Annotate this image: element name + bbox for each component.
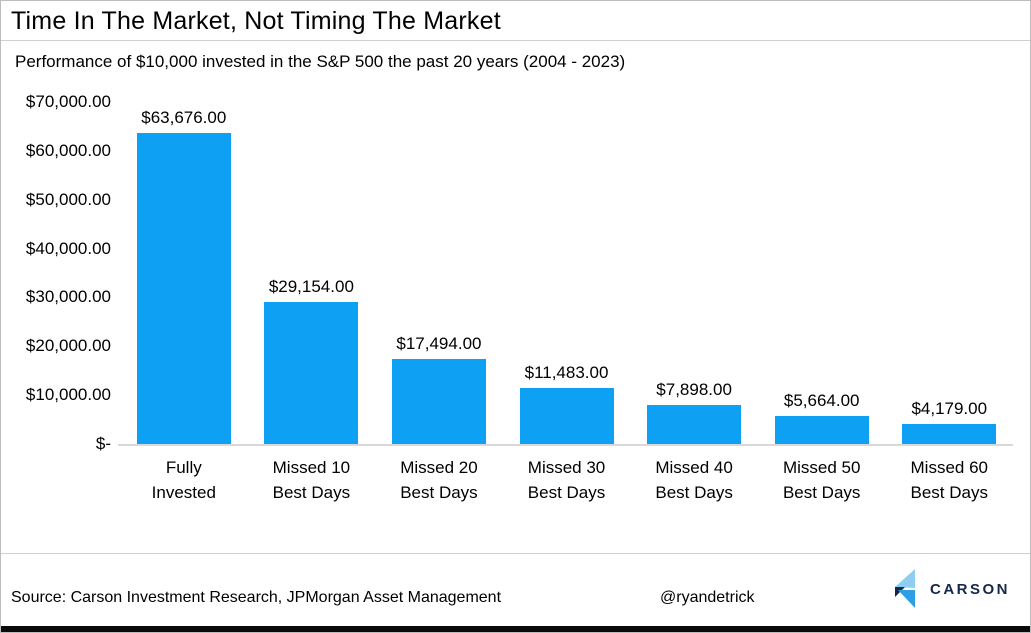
bar-value-label: $29,154.00 xyxy=(268,276,354,296)
footer-separator xyxy=(1,553,1030,554)
x-category-label: Missed 50 Best Days xyxy=(782,458,861,502)
chart-title: Time In The Market, Not Timing The Marke… xyxy=(11,7,501,35)
bar xyxy=(647,405,742,444)
carson-logo: CARSON xyxy=(892,569,1010,609)
bar xyxy=(774,416,869,444)
x-category-label: Missed 60 Best Days xyxy=(910,458,988,502)
bar-column: $4,179.00 xyxy=(885,102,1013,444)
y-tick-label: $30,000.00 xyxy=(25,287,111,307)
bar xyxy=(902,423,997,444)
x-category-label: Missed 30 Best Days xyxy=(527,458,606,502)
bottom-strip xyxy=(1,626,1030,632)
bar xyxy=(136,132,231,444)
bar xyxy=(519,387,614,444)
y-tick-label: $50,000.00 xyxy=(25,189,111,209)
x-axis-labels: Fully Invested Missed 10 Best Days Missed … xyxy=(120,455,1013,505)
credit-handle: @ryandetrick xyxy=(660,589,755,606)
carson-logo-text: CARSON xyxy=(929,580,1010,598)
bar xyxy=(391,358,486,444)
source-text: Source: Carson Investment Research, JPMo… xyxy=(11,589,502,606)
bar-value-label: $17,494.00 xyxy=(396,333,482,353)
x-category-label: Missed 10 Best Days xyxy=(272,458,351,502)
x-category-label: Fully Invested xyxy=(151,458,216,502)
y-tick-label: $40,000.00 xyxy=(25,238,111,258)
bar-value-label: $11,483.00 xyxy=(524,362,609,382)
bar-column: $17,494.00 xyxy=(375,102,503,444)
bar-column: $29,154.00 xyxy=(248,102,376,444)
bar xyxy=(264,301,359,444)
x-axis-line xyxy=(118,444,1013,446)
x-category-label: Missed 20 Best Days xyxy=(400,458,478,502)
plot-area: $63,676.00 $29,154.00 $17,494.00 $11,483.00… xyxy=(120,102,1013,444)
y-tick-label: $60,000.00 xyxy=(25,140,111,160)
y-tick-label: $70,000.00 xyxy=(25,92,111,111)
bar-column: $5,664.00 xyxy=(758,102,886,444)
bar-column: $63,676.00 xyxy=(120,102,248,444)
title-separator xyxy=(1,40,1030,41)
bar-value-label: $7,898.00 xyxy=(656,380,732,400)
bar-column: $7,898.00 xyxy=(630,102,758,444)
bar-value-label: $4,179.00 xyxy=(911,398,988,418)
y-tick-label: $10,000.00 xyxy=(25,385,111,405)
bar-value-label: $5,664.00 xyxy=(783,391,860,411)
bar-value-label: $63,676.00 xyxy=(141,107,227,127)
y-tick-label: $- xyxy=(95,434,111,453)
bar-column: $11,483.00 xyxy=(503,102,631,444)
y-tick-label: $20,000.00 xyxy=(25,336,111,356)
x-category-label: Missed 40 Best Days xyxy=(655,458,733,502)
chart-subtitle: Performance of $10,000 invested in the S… xyxy=(15,52,626,71)
carson-logo-icon xyxy=(894,569,915,608)
